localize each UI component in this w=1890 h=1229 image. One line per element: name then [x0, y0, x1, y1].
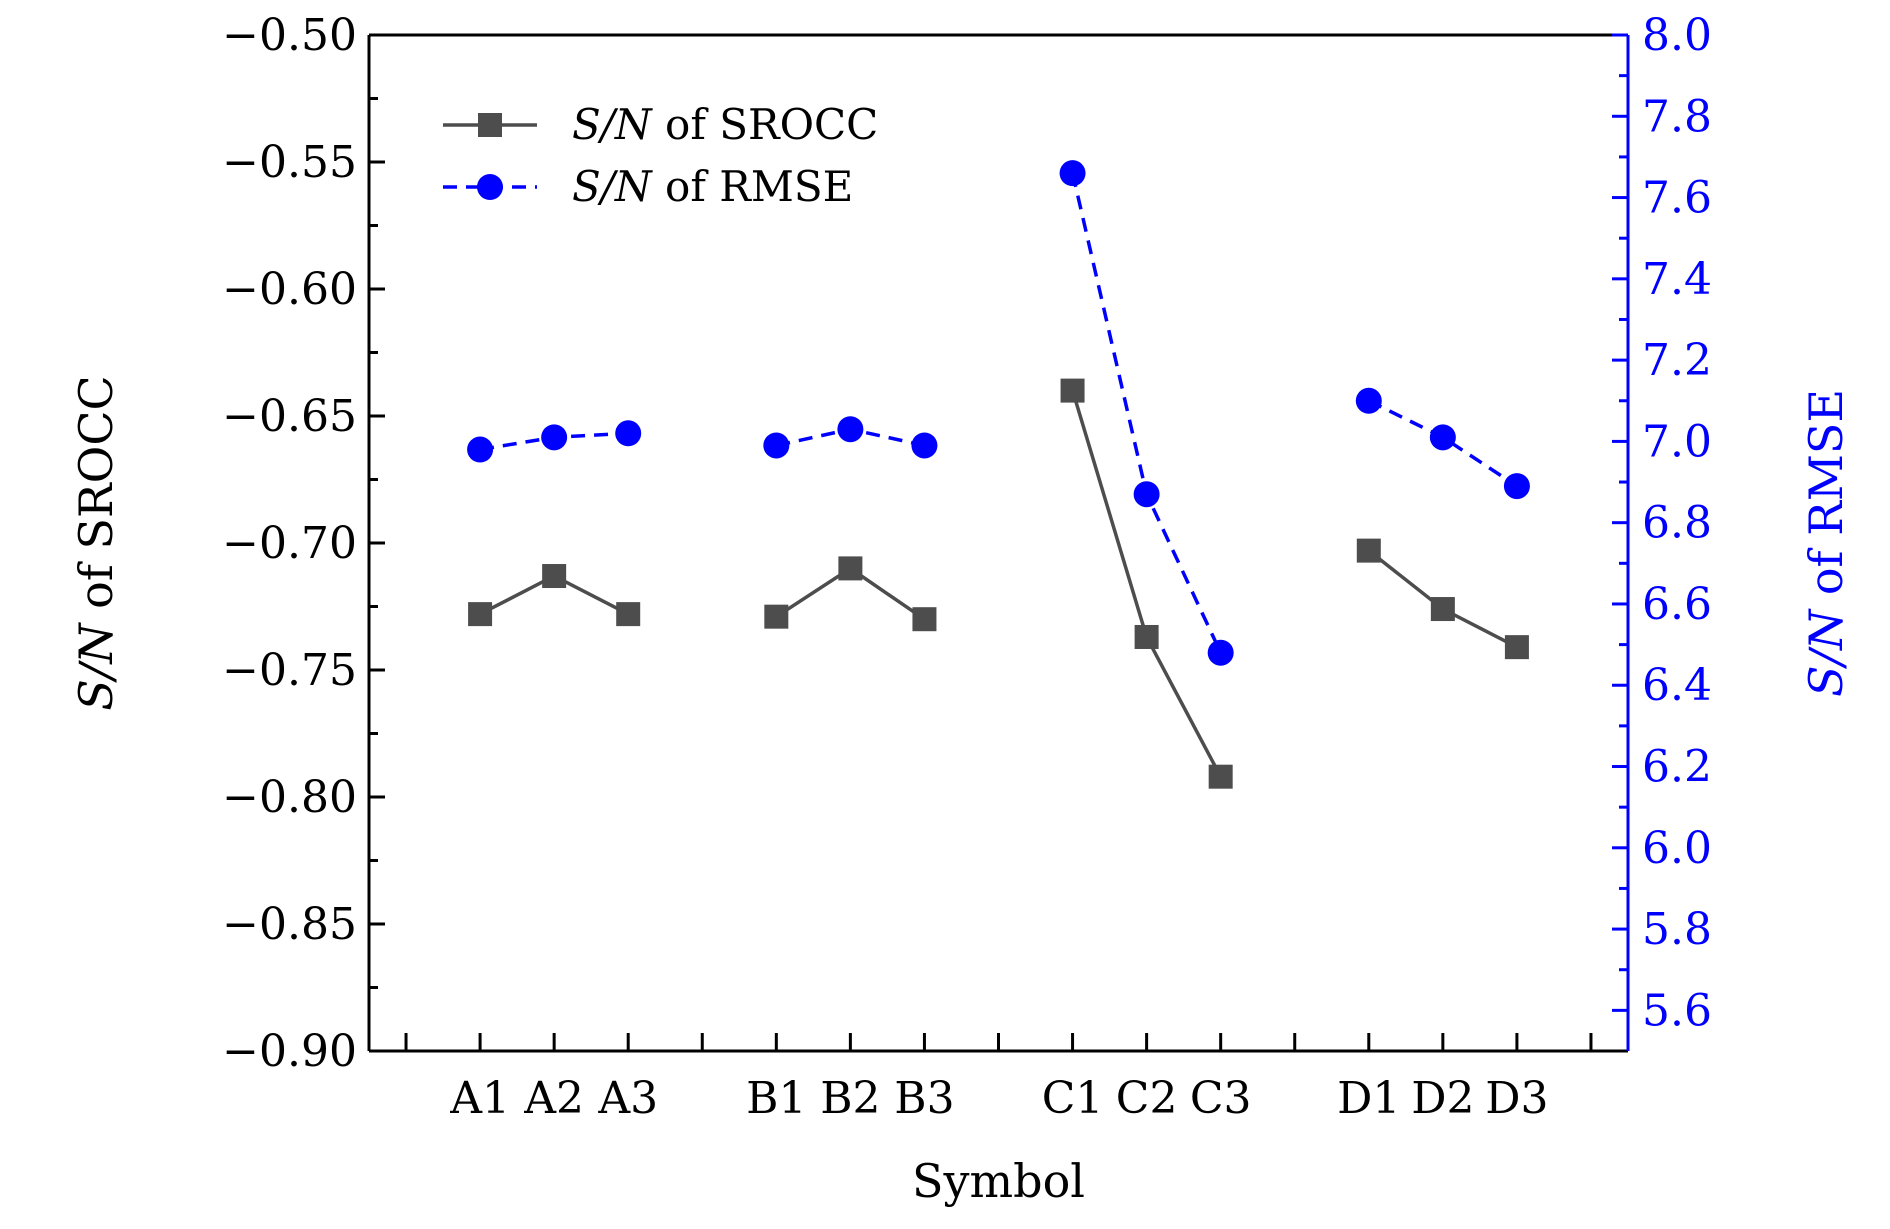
series-0-point-D2	[1430, 597, 1455, 622]
series-0-line-group-2	[1070, 390, 1223, 778]
left-axis-title-italic: S/N	[69, 622, 123, 711]
right-tick-label: 6.4	[1642, 660, 1712, 711]
right-tick-label: 6.0	[1642, 823, 1712, 874]
x-axis-title: Symbol	[912, 1154, 1085, 1208]
series-1-point-C3	[1207, 639, 1234, 666]
left-tick-label: −0.85	[222, 899, 357, 950]
legend-label-text: of RMSE	[652, 162, 854, 211]
right-axis-title-text: of RMSE	[1799, 389, 1853, 610]
right-tick-label: 6.6	[1642, 579, 1712, 630]
series-0-point-C2	[1134, 624, 1159, 649]
x-tick-label: C3	[1190, 1073, 1252, 1124]
axes-layer	[367, 33, 1630, 1053]
left-tick-label: −0.75	[222, 645, 357, 696]
right-tick-label: 7.4	[1642, 254, 1712, 305]
left-tick-label: −0.55	[222, 137, 357, 188]
right-tick-label: 5.6	[1642, 985, 1712, 1036]
series-1-point-C2	[1133, 481, 1160, 508]
series-0-point-A3	[616, 602, 641, 627]
series-0-point-A1	[468, 602, 493, 627]
series-1-point-D1	[1355, 387, 1382, 414]
right-tick-label: 6.8	[1642, 498, 1712, 549]
series-0-point-D3	[1504, 635, 1529, 660]
right-axis-title: S/N of RMSE	[1799, 389, 1853, 697]
series-1-point-A2	[541, 424, 568, 451]
series-0-point-C1	[1060, 378, 1085, 403]
x-tick-label: A1	[449, 1073, 510, 1124]
x-tick-label: D1	[1337, 1073, 1400, 1124]
series-1-point-A3	[615, 420, 642, 447]
left-tick-label: −0.70	[222, 518, 357, 569]
series-1-point-A1	[467, 436, 494, 463]
left-tick-label: −0.60	[222, 264, 357, 315]
left-axis-title: S/N of SROCC	[69, 375, 123, 710]
x-tick-label: B3	[894, 1073, 954, 1124]
x-tick-label: C2	[1116, 1073, 1178, 1124]
series-1-point-B2	[837, 416, 864, 443]
series-1-point-C1	[1059, 160, 1086, 187]
right-tick-label: 6.2	[1642, 742, 1712, 793]
x-tick-label: B2	[820, 1073, 880, 1124]
series-1-point-D2	[1429, 424, 1456, 451]
legend-marker-0	[478, 113, 502, 137]
x-tick-label: C1	[1042, 1073, 1104, 1124]
left-tick-label: −0.50	[222, 10, 357, 61]
series-0-point-B2	[838, 556, 863, 581]
legend-label-0: S/N of SROCC	[572, 100, 878, 149]
legend-label-text: of SROCC	[652, 100, 879, 149]
legend-label-italic: S/N	[572, 162, 653, 211]
x-tick-label: D3	[1485, 1073, 1548, 1124]
series-0-point-D1	[1356, 538, 1381, 563]
right-tick-label: 5.8	[1642, 904, 1712, 955]
series-0-point-B3	[912, 607, 937, 632]
series-1-point-B3	[911, 432, 938, 459]
right-tick-label: 7.2	[1642, 335, 1712, 386]
series-1-point-D3	[1503, 473, 1530, 500]
labels-layer: −0.50 −0.55 −0.60 −0.65 −0.70 −0.75 −0.80 −0.85…	[69, 10, 1853, 1208]
series-0-point-B1	[764, 604, 789, 629]
right-tick-label: 7.6	[1642, 173, 1712, 224]
legend-label-italic: S/N	[572, 100, 653, 149]
data-layer	[467, 160, 1530, 789]
legend-label-1: S/N of RMSE	[572, 162, 853, 211]
x-tick-label: A3	[597, 1073, 658, 1124]
right-tick-label: 7.8	[1642, 91, 1712, 142]
right-tick-label: 8.0	[1642, 10, 1712, 61]
x-tick-label: B1	[746, 1073, 806, 1124]
left-axis-title-text: of SROCC	[69, 375, 123, 623]
legend-marker-1	[477, 174, 503, 200]
series-1-line-group-2	[1070, 172, 1223, 654]
series-0-point-A2	[542, 564, 567, 589]
right-axis-title-italic: S/N	[1799, 608, 1853, 697]
left-tick-label: −0.65	[222, 391, 357, 442]
series-1-point-B1	[763, 432, 790, 459]
series-0-point-C3	[1208, 764, 1233, 789]
left-tick-label: −0.80	[222, 772, 357, 823]
left-tick-label: −0.90	[222, 1026, 357, 1077]
right-tick-label: 7.0	[1642, 416, 1712, 467]
x-tick-label: A2	[523, 1073, 584, 1124]
x-tick-label: D2	[1411, 1073, 1474, 1124]
